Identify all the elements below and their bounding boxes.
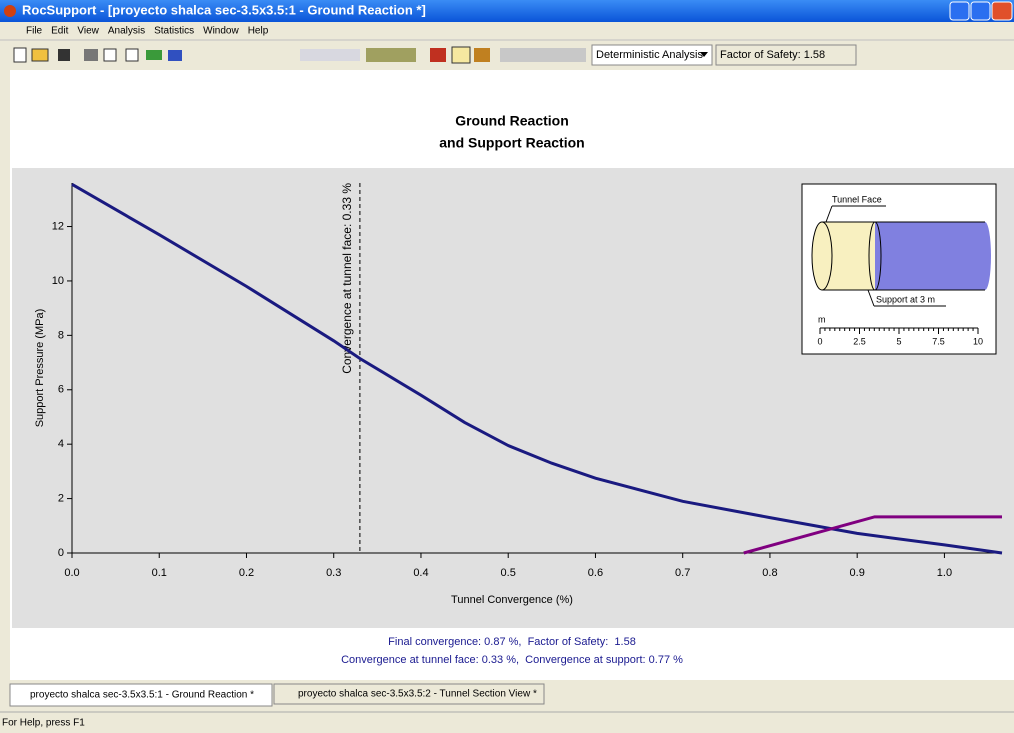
tool-ground[interactable] bbox=[430, 48, 446, 62]
minimize-button[interactable] bbox=[949, 1, 970, 21]
tool-zoom[interactable] bbox=[300, 49, 360, 61]
inset: Tunnel Face Support at 3 m m 0 2.5 5 7.5 10 bbox=[801, 183, 997, 355]
menu-item[interactable]: Analysis bbox=[108, 26, 145, 37]
x-tick-label: 0.5 bbox=[501, 567, 516, 579]
x-tick-label: 0.3 bbox=[326, 567, 341, 579]
x-tick-label: 0.0 bbox=[64, 567, 79, 579]
menu-bar: File Edit View Analysis Statistics Window Help bbox=[26, 26, 269, 37]
tool-edit[interactable] bbox=[366, 48, 416, 62]
menu-item[interactable]: Help bbox=[248, 26, 269, 37]
x-tick-label: 0.2 bbox=[239, 567, 254, 579]
close-button[interactable] bbox=[991, 1, 1013, 21]
x-tick-label: 0.4 bbox=[413, 567, 428, 579]
leader bbox=[825, 205, 833, 223]
y-tick-label: 2 bbox=[58, 492, 64, 504]
tool-colors[interactable] bbox=[146, 50, 162, 60]
menu-item[interactable]: Window bbox=[203, 26, 239, 37]
chart-subtitle: and Support Reaction bbox=[439, 135, 584, 151]
tool-chart[interactable] bbox=[451, 46, 471, 64]
tool-disabled bbox=[500, 48, 586, 62]
note: Final convergence: 0.87 %, Factor of Saf… bbox=[388, 636, 636, 648]
tab[interactable] bbox=[273, 683, 545, 705]
tool-layout[interactable] bbox=[125, 48, 139, 62]
tool-legend[interactable] bbox=[168, 50, 182, 61]
y-tick-label: 12 bbox=[52, 220, 64, 232]
scale-label: 10 bbox=[973, 336, 983, 346]
y-tick-label: 6 bbox=[58, 384, 64, 396]
x-axis-label: Tunnel Convergence (%) bbox=[451, 594, 573, 606]
y-tick-label: 4 bbox=[58, 438, 64, 450]
window-title: RocSupport - [proyecto shalca sec-3.5x3.… bbox=[22, 2, 426, 17]
tool-stats[interactable] bbox=[474, 48, 490, 62]
x-tick-label: 0.9 bbox=[850, 567, 865, 579]
tool-open[interactable] bbox=[31, 48, 49, 62]
menu-item[interactable]: View bbox=[77, 26, 99, 37]
app-icon bbox=[4, 5, 16, 17]
menu-item[interactable]: Statistics bbox=[154, 26, 194, 37]
x-tick-label: 1.0 bbox=[937, 567, 952, 579]
tab-label: proyecto shalca sec-3.5x3.5:1 - Ground R… bbox=[30, 690, 254, 701]
scale-label: 7.5 bbox=[932, 336, 945, 346]
menu-item[interactable]: Edit bbox=[51, 26, 68, 37]
fos-box bbox=[715, 44, 857, 66]
scale-label: 5 bbox=[896, 336, 901, 346]
x-tick-label: 0.7 bbox=[675, 567, 690, 579]
dropdown-arrow bbox=[700, 52, 708, 57]
scale-unit: m bbox=[818, 314, 826, 324]
tool-preview[interactable] bbox=[103, 48, 117, 62]
face-label: Tunnel Face bbox=[832, 194, 882, 204]
tunnel-face bbox=[811, 221, 833, 291]
fos-text: Factor of Safety: 1.58 bbox=[720, 49, 825, 61]
tool-print[interactable] bbox=[84, 49, 98, 61]
series-line bbox=[743, 515, 1002, 555]
support-cylinder bbox=[875, 222, 985, 290]
support-label: Support at 3 m bbox=[876, 294, 935, 304]
toolbar: Deterministic Analysis Factor of Safety:… bbox=[13, 44, 857, 66]
x-tick-label: 0.8 bbox=[762, 567, 777, 579]
tab-label: proyecto shalca sec-3.5x3.5:2 - Tunnel S… bbox=[298, 689, 537, 700]
x-tick-label: 0.1 bbox=[152, 567, 167, 579]
annotation-label: Convergence at tunnel face: 0.33 % bbox=[340, 183, 354, 374]
note: Convergence at tunnel face: 0.33 %, Conv… bbox=[341, 654, 683, 666]
y-tick-label: 10 bbox=[52, 275, 64, 287]
leader bbox=[867, 289, 875, 307]
menu-item[interactable]: File bbox=[26, 26, 43, 37]
title-bar bbox=[0, 0, 1014, 22]
analysis-dropdown[interactable] bbox=[591, 44, 713, 66]
cylinder-end bbox=[979, 222, 991, 290]
tab-active[interactable] bbox=[9, 683, 273, 707]
plot: 0.0 0.1 0.2 0.3 0.4 0.5 0.6 0.7 0.8 0.9 1.0 0 2 4 6 8 10… bbox=[52, 183, 1003, 579]
maximize-button[interactable] bbox=[970, 1, 991, 21]
scale-label: 2.5 bbox=[853, 336, 866, 346]
x-tick-label: 0.6 bbox=[588, 567, 603, 579]
tool-save[interactable] bbox=[58, 49, 70, 61]
y-axis-label: Support Pressure (MPa) bbox=[34, 309, 46, 428]
scale-label: 0 bbox=[817, 336, 822, 346]
chart-title: Ground Reaction bbox=[455, 113, 569, 129]
tool-new[interactable] bbox=[13, 47, 27, 63]
status-text: For Help, press F1 bbox=[2, 718, 85, 729]
y-tick-label: 8 bbox=[58, 329, 64, 341]
scale: 0 2.5 5 7.5 10 bbox=[817, 328, 983, 346]
y-tick-label: 0 bbox=[58, 547, 64, 559]
analysis-mode: Deterministic Analysis bbox=[596, 49, 703, 61]
